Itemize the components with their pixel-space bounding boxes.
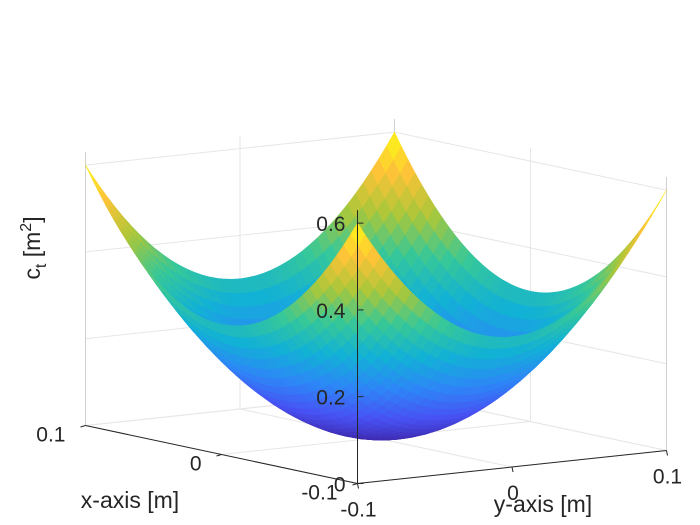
x-tick-mark [80,425,86,428]
z-axis-label: ct [m2] [18,216,50,279]
z-label-unit-open: [m [19,232,45,264]
z-tick-label: 0.4 [316,300,346,323]
wall-grid-line [85,131,395,166]
z-label-sup: 2 [18,223,35,232]
z-label-main: c [19,268,45,280]
z-tick-label: 0 [334,474,346,497]
surface-patch [651,189,667,216]
tick-labels: -0.100.1-0.100.100.20.40.6 [36,213,682,521]
wall-grid-line [394,131,667,191]
x-axis-label: x-axis [m] [81,487,179,513]
z-label-sub: t [33,263,50,268]
x-tick-label: 0.1 [36,424,65,447]
z-tick-label: 0.2 [316,387,345,410]
y-tick-mark [511,466,514,473]
y-tick-mark [357,483,359,489]
z-tick-label: 0.6 [316,213,345,236]
x-tick-label: 0 [190,453,202,476]
surface-mesh [85,131,667,441]
x-tick-label: -0.1 [301,482,337,505]
z-label-unit-close: ] [19,216,45,222]
y-tick-label: 0.1 [653,466,682,489]
x-tick-mark [216,454,222,457]
y-tick-label: 0 [507,482,519,505]
y-tick-label: -0.1 [340,499,376,522]
y-tick-mark [666,450,668,456]
y-axis-label: y-axis [m] [494,491,592,517]
x-tick-mark [352,483,358,486]
front-axes [80,210,668,489]
